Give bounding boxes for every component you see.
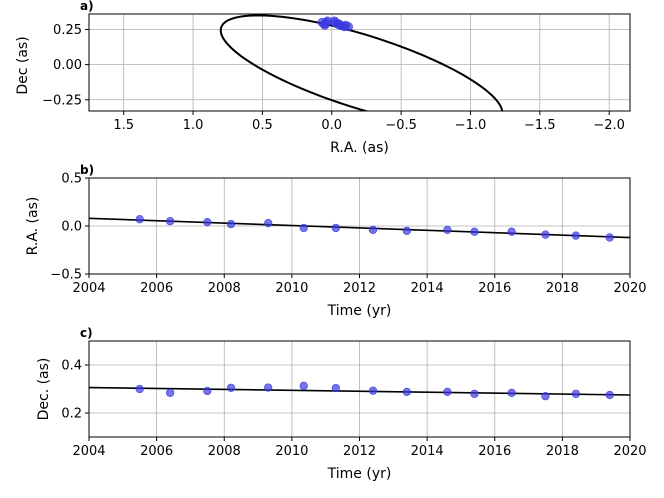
panel-c-data-point	[264, 383, 273, 392]
panel-a-xtick-label: −2.0	[593, 118, 625, 133]
panel-a-ylabel: Dec (as)	[15, 36, 31, 94]
panel-b-data-point	[443, 225, 452, 234]
panel-c-content	[89, 381, 630, 401]
panel-c-ylabel: Dec. (as)	[36, 358, 52, 421]
panel-b-xtick-label: 2016	[478, 281, 511, 296]
panel-a-data-point	[321, 17, 331, 27]
panel-b-data-point	[541, 230, 550, 239]
panel-b-data-point	[299, 223, 308, 233]
panel-a-xtick-label: 1.0	[183, 118, 204, 133]
panel-b-data-point	[470, 227, 479, 236]
panel-a-xtick-label: −0.5	[385, 118, 417, 133]
panel-c-data-point	[135, 384, 144, 394]
panel-b-data-point	[507, 227, 516, 236]
panel-c-xtick-label: 2004	[72, 444, 105, 459]
panel-a-label: a)	[80, 0, 94, 13]
panel-c-data-point	[605, 390, 614, 400]
panel-b-xtick-label: 2010	[275, 281, 308, 296]
panel-b-content	[89, 215, 630, 242]
panel-c-label: c)	[80, 326, 93, 340]
panel-b-xtick-label: 2006	[140, 281, 173, 296]
panel-c: c) Time (yr) Dec. (as) 2004 2006 2008 2010 2…	[36, 326, 647, 482]
panel-c-xtick-label: 2012	[343, 444, 376, 459]
panel-a: a) R.A. (as) Dec (as) 1.5 1.0 0.5 0.0 −0.5 −1…	[15, 0, 631, 156]
panel-c-xtick-label: 2016	[478, 444, 511, 459]
panel-c-data-point	[203, 386, 212, 396]
panel-b-data-point	[166, 217, 175, 226]
panel-b-data-point	[331, 223, 340, 233]
panel-b-xtick-label: 2020	[613, 281, 646, 296]
panel-c-ytick-label: 0.4	[61, 359, 82, 374]
panel-b-ytick-label: −0.5	[50, 268, 82, 283]
panel-a-ytick-label: 0.25	[53, 23, 82, 38]
panel-a-xtick-label: 0.0	[321, 118, 342, 133]
panel-a-xtick-label: −1.5	[524, 118, 556, 133]
panel-a-xtick-label: −1.0	[455, 118, 487, 133]
panel-a-grid	[89, 14, 630, 111]
panel-c-data-point	[226, 383, 236, 392]
panel-c-data-point	[571, 389, 581, 398]
panel-a-xtick-label: 1.5	[113, 118, 134, 133]
panel-c-xlabel: Time (yr)	[327, 466, 392, 482]
panel-a-xtick-label: 0.5	[252, 118, 273, 133]
panel-b-xtick-label: 2012	[343, 281, 376, 296]
panel-c-data-point	[507, 388, 516, 397]
panel-c-fit-line	[89, 386, 630, 396]
panel-a-frame	[88, 13, 631, 112]
panel-b-label: b)	[80, 163, 94, 177]
panel-b-xlabel: Time (yr)	[327, 303, 392, 319]
panel-b: b) Time (yr) R.A. (as) 2004 2006 2008 2010 2…	[25, 163, 647, 319]
panel-c-data-point	[299, 381, 308, 390]
panel-c-xtick-label: 2014	[411, 444, 444, 459]
panel-c-data-point	[541, 392, 550, 401]
panel-b-data-point	[135, 215, 144, 224]
panel-b-ytick-label: 0.5	[61, 172, 82, 187]
panel-b-data-point	[605, 233, 614, 242]
panel-a-content	[219, 14, 504, 111]
panel-b-data-point	[203, 218, 212, 227]
panel-c-data-point	[402, 387, 411, 396]
panel-a-data-point	[343, 22, 353, 32]
panel-b-xtick-label: 2008	[208, 281, 241, 296]
panel-b-data-point	[226, 219, 236, 229]
panel-c-data-point	[470, 389, 479, 398]
panel-b-ylabel: R.A. (as)	[25, 197, 41, 256]
panel-b-data-point	[264, 219, 273, 228]
panel-c-data-point	[443, 387, 452, 396]
panel-a-ytick-label: 0.00	[53, 58, 82, 73]
panel-b-data-point	[402, 226, 411, 235]
panel-b-xtick-label: 2014	[411, 281, 444, 296]
panel-a-ytick-label: −0.25	[42, 93, 82, 108]
panel-a-orbit-ellipse	[219, 14, 504, 111]
panel-b-ytick-label: 0.0	[61, 220, 82, 235]
panel-b-data-point	[571, 231, 581, 240]
panel-c-data-point	[331, 383, 340, 393]
panel-a-plot-area	[89, 14, 630, 111]
panel-b-xtick-label: 2018	[546, 281, 579, 296]
panel-b-xtick-label: 2004	[72, 281, 105, 296]
panel-c-data-point	[166, 388, 175, 397]
panel-c-ytick-label: 0.2	[61, 407, 82, 422]
panel-c-xtick-label: 2018	[546, 444, 579, 459]
panel-b-data-point	[368, 225, 378, 234]
panel-c-xtick-label: 2010	[275, 444, 308, 459]
panel-a-xlabel: R.A. (as)	[330, 140, 389, 156]
panel-c-xtick-label: 2006	[140, 444, 173, 459]
panel-b-fit-line	[89, 217, 630, 239]
panel-c-data-point	[368, 386, 378, 395]
panel-c-xtick-label: 2008	[208, 444, 241, 459]
panel-c-xtick-label: 2020	[613, 444, 646, 459]
